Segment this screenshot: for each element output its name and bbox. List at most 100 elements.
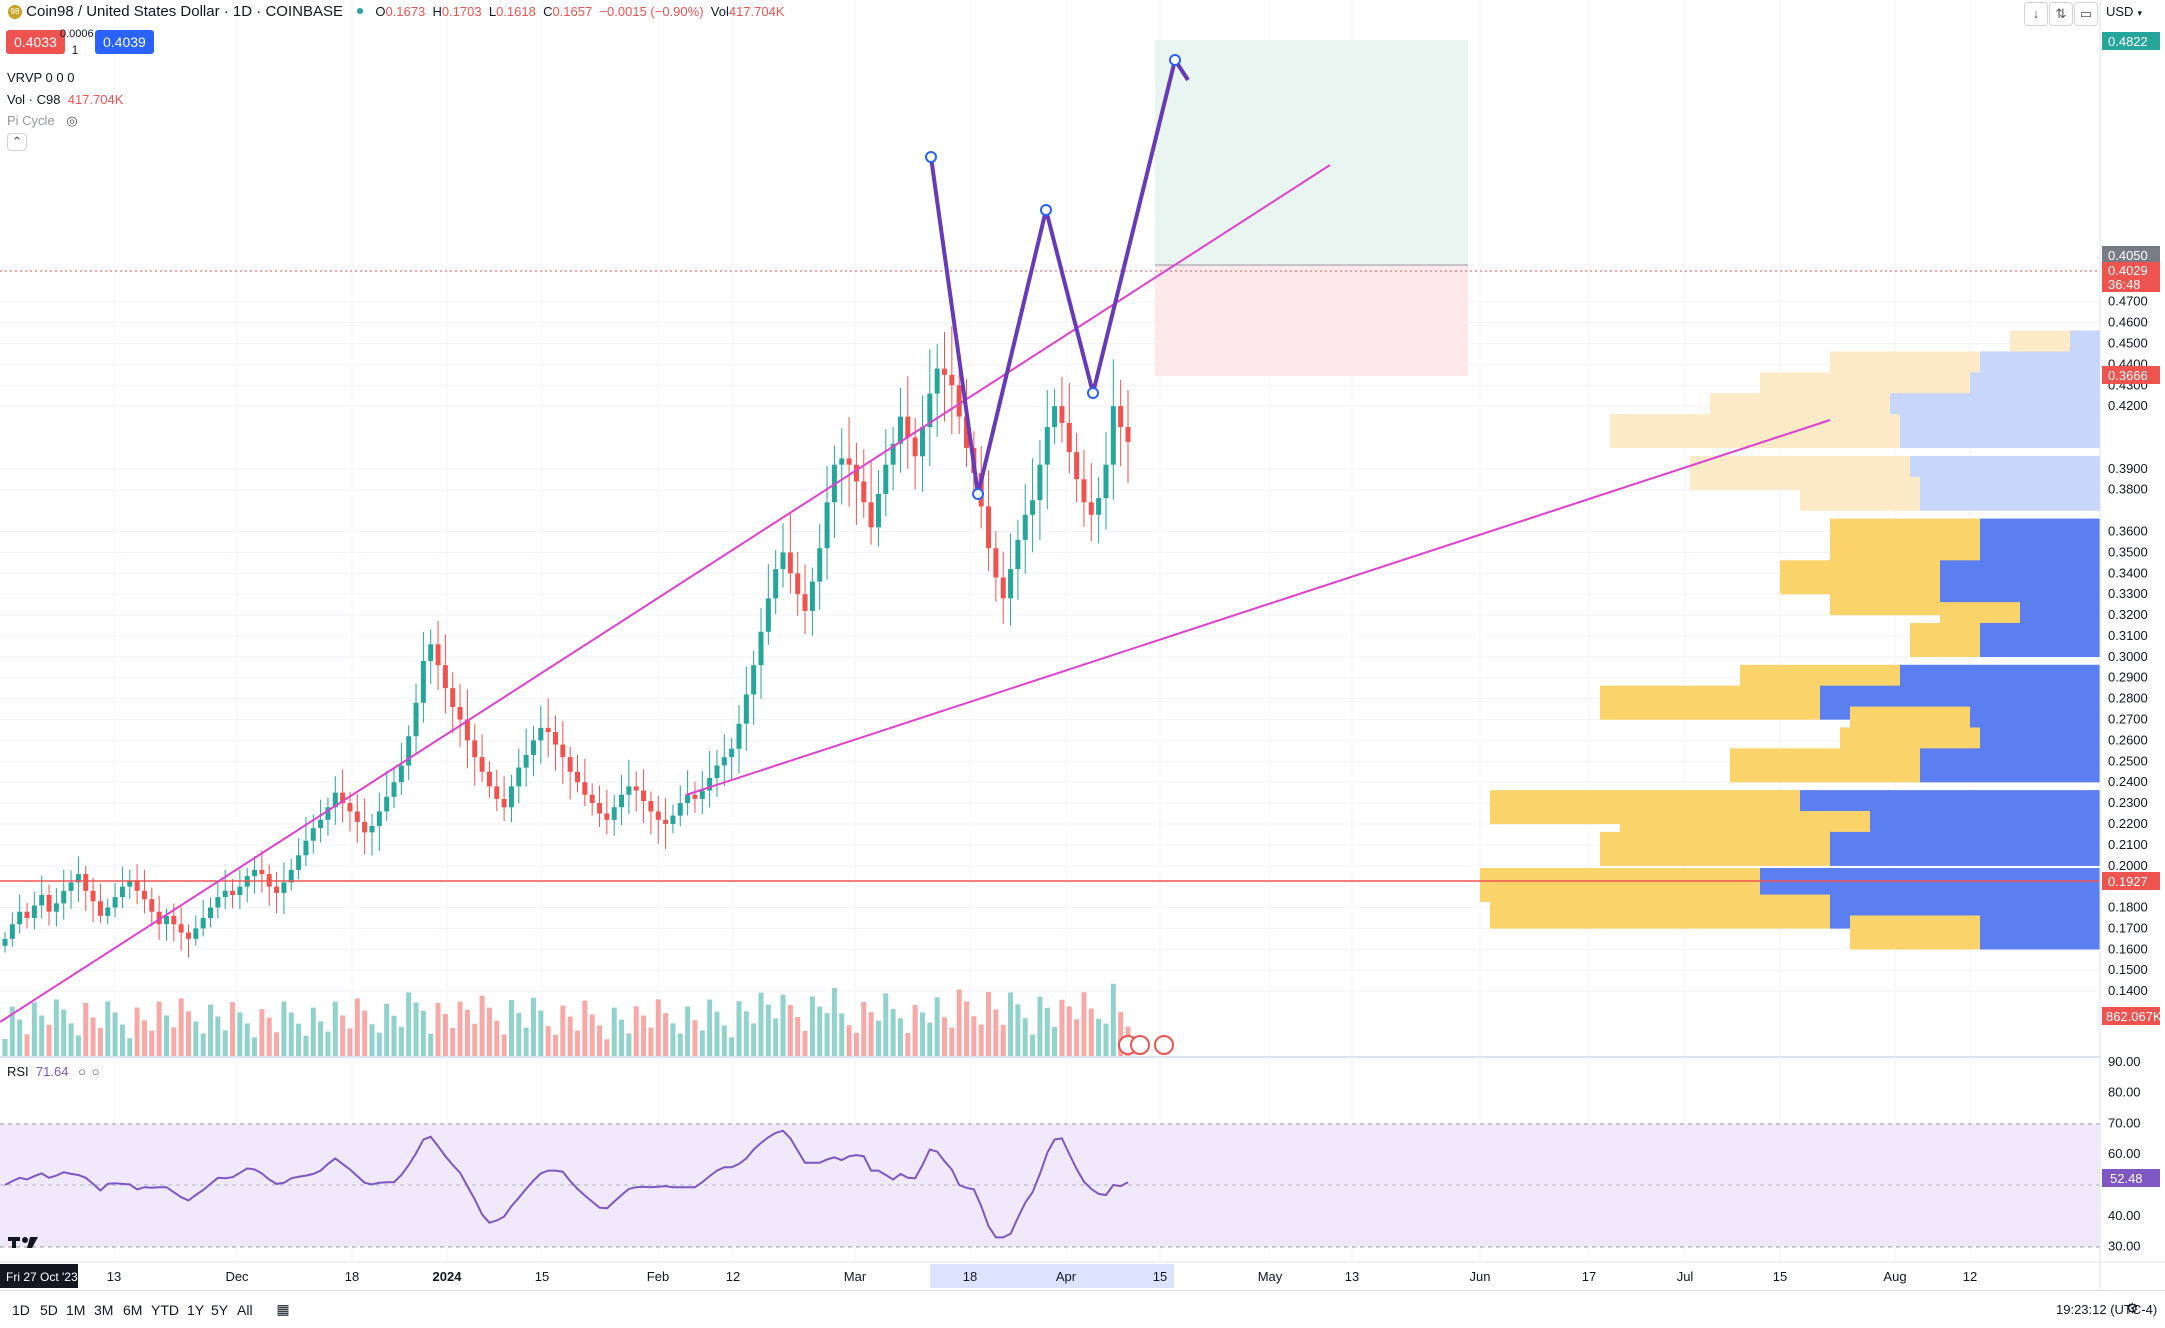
candle [927, 349, 933, 467]
volume-bar [171, 1027, 177, 1057]
candle [714, 749, 720, 797]
volume-bar [1096, 1018, 1102, 1057]
volume-bar [61, 1009, 67, 1057]
candle [281, 862, 287, 915]
trendline-long[interactable] [685, 419, 1831, 796]
collapse-legend-button[interactable]: ⌃ [7, 133, 27, 151]
symbol-header[interactable]: 98 Coin98 / United States Dollar · 1D · … [8, 3, 785, 20]
candle [141, 869, 147, 914]
candle [156, 895, 162, 940]
candle [1030, 458, 1036, 553]
market-status-icon [357, 8, 364, 14]
date-range-icon[interactable]: ▦ [276, 1301, 290, 1317]
buy-button[interactable]: 0.4039 [95, 30, 154, 54]
long-position-profit-zone[interactable] [1155, 40, 1468, 265]
volume-bar [597, 1025, 603, 1057]
price-tick-label: 0.2600 [2108, 732, 2148, 747]
candle [1066, 382, 1072, 474]
indicator-vrvp[interactable]: VRVP 0 0 0 [7, 70, 75, 85]
time-axis-label: 13 [107, 1269, 121, 1284]
indicator-volume[interactable]: Vol · C98 417.704K [7, 92, 123, 107]
price-tick-label: 0.4200 [2108, 398, 2148, 413]
settings-icon[interactable]: ○ [78, 1064, 86, 1079]
indicator-volume-value: 417.704K [67, 92, 124, 107]
volume-bar [927, 1022, 933, 1057]
candle [1088, 463, 1094, 542]
candle [1125, 389, 1131, 483]
rsi-tick-label: 80.00 [2108, 1085, 2141, 1100]
time-axis-label: 12 [1963, 1269, 1977, 1284]
pattern-points[interactable] [925, 54, 1181, 500]
volume-bar [332, 1001, 338, 1057]
candle [185, 924, 191, 958]
symbol-title[interactable]: Coin98 / United States Dollar · 1D · COI… [26, 3, 343, 20]
volume-bar [134, 1007, 140, 1057]
volume-bar [802, 1030, 808, 1057]
rsi-legend[interactable]: RSI 71.64 ○ ○ [7, 1064, 99, 1079]
volume-bar [817, 1006, 823, 1057]
candle [648, 791, 654, 835]
download-icon[interactable]: ↓ [2024, 2, 2048, 26]
range-3m-button[interactable]: 3M [94, 1302, 114, 1318]
range-1y-button[interactable]: 1Y [187, 1302, 205, 1318]
candle [450, 672, 456, 734]
settings-gear-icon[interactable]: ⚙ [2126, 1300, 2139, 1316]
currency-selector[interactable]: USD ▾ [2106, 4, 2142, 19]
long-position-stop-zone[interactable] [1155, 265, 1468, 376]
range-1m-button[interactable]: 1M [66, 1302, 86, 1318]
price-chart[interactable]: 0.47000.46000.45000.44000.43000.42000.39… [0, 0, 2165, 1290]
volume-bar [912, 1004, 918, 1057]
range-1d-button[interactable]: 1D [12, 1302, 30, 1318]
volume-bar [516, 1012, 522, 1057]
volume-bar [1037, 996, 1043, 1057]
volume-bar [971, 1016, 977, 1057]
candle [1052, 388, 1058, 445]
rsi-value: 71.64 [35, 1064, 69, 1079]
volume-bar [670, 1023, 676, 1057]
event-flags[interactable] [1118, 1035, 1174, 1055]
candle [787, 513, 793, 594]
volume-bar [354, 998, 360, 1057]
volume-bar [964, 1001, 970, 1057]
volume-bar [149, 1030, 155, 1057]
volume-bar [692, 1020, 698, 1057]
candle [472, 724, 478, 786]
candle [699, 770, 705, 815]
range-5y-button[interactable]: 5Y [211, 1302, 229, 1318]
trendline-short[interactable] [0, 164, 1331, 1023]
candle [1059, 376, 1065, 443]
volume-bar [17, 1019, 23, 1057]
candle [1103, 431, 1109, 530]
range-all-button[interactable]: All [237, 1302, 253, 1318]
volume-bar [545, 1026, 551, 1057]
bar-countdown: 36:48 [2108, 277, 2141, 292]
rsi-label: RSI [7, 1064, 29, 1079]
range-ytd-button[interactable]: YTD [151, 1302, 179, 1318]
candle [626, 759, 632, 815]
candle [942, 331, 948, 422]
sell-button[interactable]: 0.4033 [6, 30, 65, 54]
volume-bar [824, 1013, 830, 1057]
volume-bar [112, 1012, 118, 1057]
candle [215, 881, 221, 919]
screenshot-icon[interactable]: ▭ [2074, 2, 2098, 26]
volume-bar [956, 989, 962, 1057]
hidden-eye-icon[interactable]: ◎ [66, 113, 78, 128]
range-6m-button[interactable]: 6M [123, 1302, 143, 1318]
volume-profile-down [1920, 748, 2100, 783]
volume-bar [641, 1015, 647, 1057]
volume-bar [90, 1017, 96, 1057]
volume-profile-up [1830, 581, 1940, 616]
candle [692, 781, 698, 813]
time-axis-label: 18 [345, 1269, 359, 1284]
pattern-drawing[interactable] [929, 59, 1177, 495]
rsi-tick-label: 70.00 [2108, 1115, 2141, 1130]
time-axis-labels: 13 Dec 18 2024 15 Feb 12 Mar 18 Apr 15 May 13 Jun 17 Ju… [107, 1269, 1977, 1284]
volume-bar [831, 987, 837, 1057]
collapse-icon[interactable]: ⇅ [2049, 2, 2073, 26]
candle [391, 767, 397, 808]
range-5d-button[interactable]: 5D [40, 1302, 58, 1318]
indicator-pi-cycle[interactable]: Pi Cycle ◎ [7, 113, 78, 129]
candle [523, 728, 529, 787]
more-icon[interactable]: ○ [91, 1064, 100, 1079]
